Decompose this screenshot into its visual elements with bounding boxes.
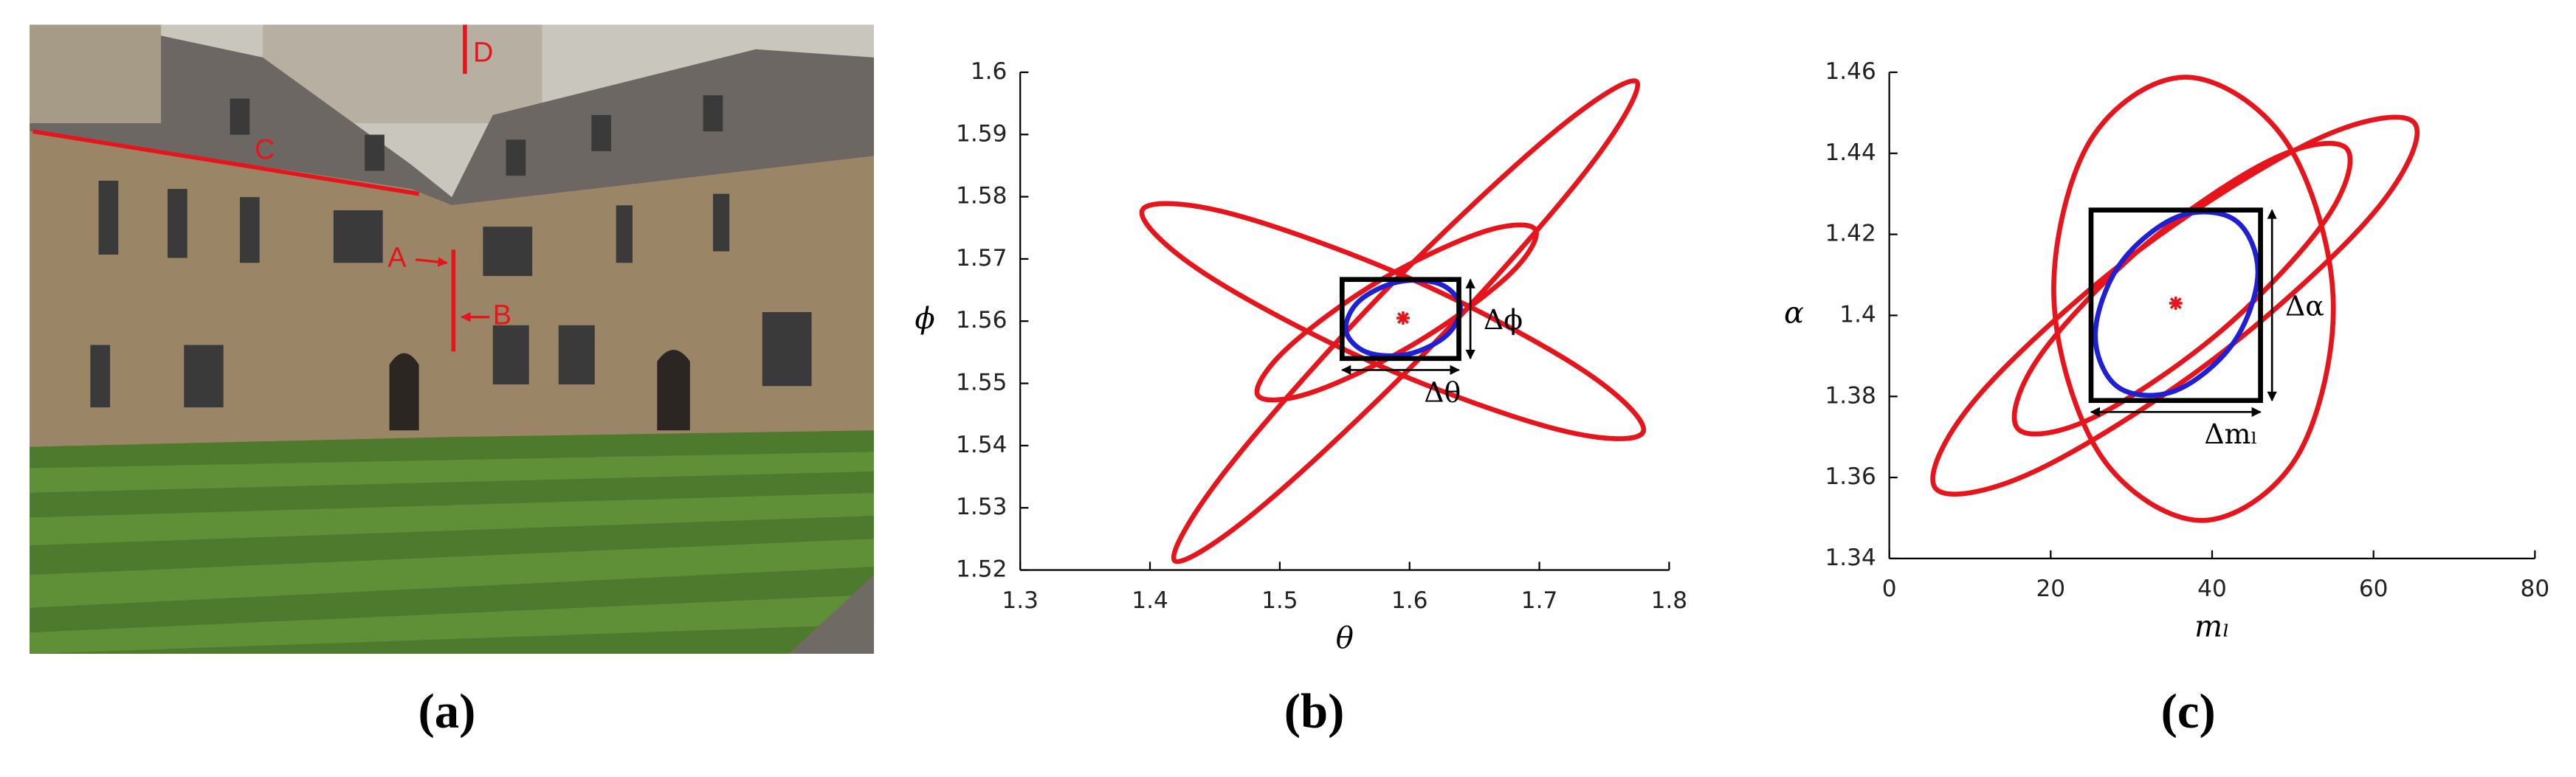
height-label: Δα <box>2285 290 2324 322</box>
y-tick-label: 1.42 <box>1825 221 1876 247</box>
width-label: Δmₗ <box>2204 418 2257 450</box>
x-tick-label: 1.5 <box>1261 587 1298 614</box>
y-tick-label: 1.54 <box>956 432 1007 458</box>
x-tick-label: 20 <box>2036 576 2065 602</box>
ellipse <box>2093 209 2261 398</box>
label-b: B <box>493 300 512 331</box>
label-a: A <box>388 243 407 274</box>
width-label: Δθ <box>1424 376 1461 408</box>
x-tick-label: 40 <box>2197 576 2227 602</box>
y-axis-label: ϕ <box>915 302 934 336</box>
y-tick-label: 1.56 <box>956 307 1007 334</box>
windows <box>90 95 812 408</box>
x-axis-label: mₗ <box>2194 610 2230 644</box>
height-label: Δϕ <box>1484 303 1523 336</box>
y-tick-label: 1.53 <box>956 494 1007 520</box>
y-tick-label: 1.52 <box>956 556 1007 582</box>
x-tick-label: 1.8 <box>1651 587 1688 614</box>
y-tick-label: 1.59 <box>956 120 1007 147</box>
center-star <box>1397 312 1409 324</box>
x-axis-label: θ <box>1336 621 1354 655</box>
y-tick-label: 1.38 <box>1825 382 1876 409</box>
caption: (c) <box>2161 685 2216 739</box>
bounding-box <box>1339 277 1461 362</box>
ellipse <box>1930 114 2420 497</box>
caption: (b) <box>1284 685 1345 739</box>
y-tick-label: 1.4 <box>1839 301 1876 328</box>
ellipse <box>2051 75 2336 523</box>
y-tick-label: 1.36 <box>1825 463 1876 490</box>
y-tick-label: 1.57 <box>956 245 1007 272</box>
y-tick-label: 1.58 <box>956 183 1007 210</box>
roof <box>30 32 875 206</box>
y-tick-label: 1.34 <box>1825 545 1876 571</box>
label-c: C <box>255 134 275 165</box>
bay <box>30 24 162 123</box>
y-tick-label: 1.55 <box>956 370 1007 396</box>
doors <box>389 350 690 431</box>
y-axis-label: α <box>1784 296 1804 330</box>
x-tick-label: 1.7 <box>1521 587 1558 614</box>
center-star <box>2169 297 2182 309</box>
ellipse <box>2011 140 2353 437</box>
bounding-box <box>2088 207 2263 404</box>
x-tick-label: 1.4 <box>1132 587 1168 614</box>
x-tick-label: 1.6 <box>1391 587 1428 614</box>
x-tick-label: 80 <box>2521 576 2550 602</box>
arrow-a <box>415 257 448 267</box>
y-tick-label: 1.44 <box>1825 139 1876 166</box>
x-tick-label: 0 <box>1882 576 1897 602</box>
x-tick-label: 60 <box>2359 576 2389 602</box>
label-d: D <box>473 37 493 68</box>
caption: (a) <box>418 685 475 739</box>
lawn-stripes <box>30 452 875 655</box>
ellipse <box>1139 201 1647 441</box>
line-c <box>32 129 420 196</box>
x-tick-label: 1.3 <box>1002 587 1039 614</box>
photo: A B C D <box>30 24 875 655</box>
y-tick-label: 1.46 <box>1825 58 1876 85</box>
ellipse <box>1171 78 1641 564</box>
y-tick-label: 1.6 <box>971 58 1008 85</box>
